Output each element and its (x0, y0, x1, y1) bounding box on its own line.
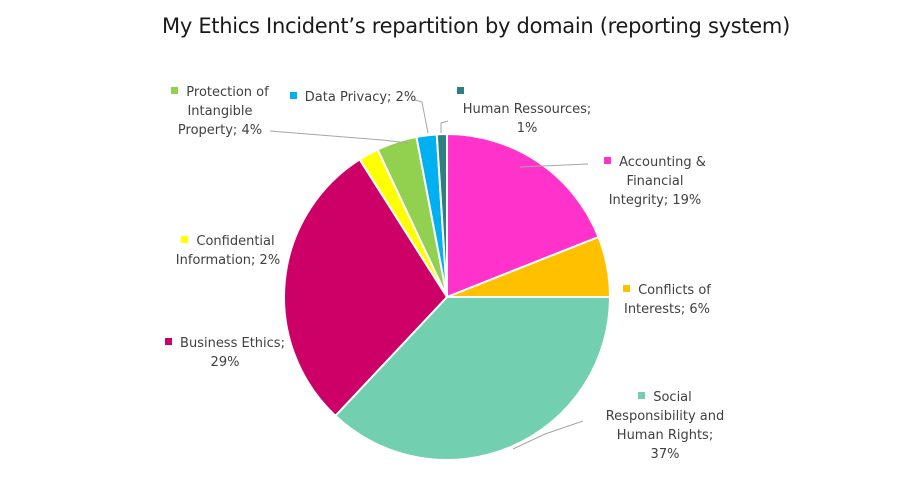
label-line: Responsibility and (605, 409, 725, 424)
label-accounting: Accounting & Financial Integrity; 19% (590, 153, 720, 210)
label-line: Accounting & (619, 155, 706, 170)
swatch-conflicts (623, 285, 631, 292)
swatch-confidential (181, 236, 189, 243)
chart-title: My Ethics Incident’s repartition by doma… (162, 14, 790, 38)
swatch-intangible (171, 87, 179, 94)
label-line: Information; 2% (175, 253, 281, 268)
label-confidential: Confidential Information; 2% (162, 232, 294, 270)
label-data-privacy: Data Privacy; 2% (288, 88, 418, 107)
label-line: Integrity; 19% (608, 193, 702, 208)
pie-slice-human-ressources (435, 132, 448, 298)
pie-slice-accounting-financial-integrity (446, 132, 600, 299)
swatch-business-ethics (165, 338, 173, 345)
label-line: 1% (516, 121, 538, 136)
leader-line (512, 420, 584, 450)
pie-slice-social-responsibility-and-human-rights (334, 296, 612, 461)
swatch-human-ressources (457, 87, 464, 94)
label-line: Protection of (186, 85, 269, 100)
swatch-accounting (604, 157, 612, 164)
label-business-ethics: Business Ethics; 29% (160, 334, 290, 372)
label-line: Human Rights; (616, 428, 714, 443)
label-line: Social (653, 390, 692, 405)
label-line: Data Privacy; 2% (304, 90, 417, 105)
label-line: Property; 4% (177, 123, 263, 138)
leader-line (519, 163, 589, 168)
pie-slice-business-ethics (283, 157, 449, 418)
label-intangible: Protection of Intangible Property; 4% (160, 83, 280, 140)
label-line: Human Ressources; (462, 102, 592, 117)
label-line: Confidential (196, 234, 275, 249)
leader-line (414, 99, 429, 134)
swatch-social (638, 392, 646, 399)
label-line: Interests; 6% (623, 302, 710, 317)
leader-line (269, 130, 409, 144)
label-line: 37% (650, 447, 680, 462)
label-line: Financial (626, 174, 684, 189)
swatch-data-privacy (289, 92, 297, 99)
label-line: Business Ethics; (180, 336, 285, 351)
leader-line (440, 120, 449, 133)
label-human-ressources: Human Ressources; 1% (452, 86, 602, 138)
label-conflicts: Conflicts of Interests; 6% (612, 281, 722, 319)
label-line: 29% (210, 355, 240, 370)
label-line: Conflicts of (638, 283, 711, 298)
label-line: Intangible (187, 104, 253, 119)
label-social: Social Responsibility and Human Rights; … (585, 388, 745, 464)
